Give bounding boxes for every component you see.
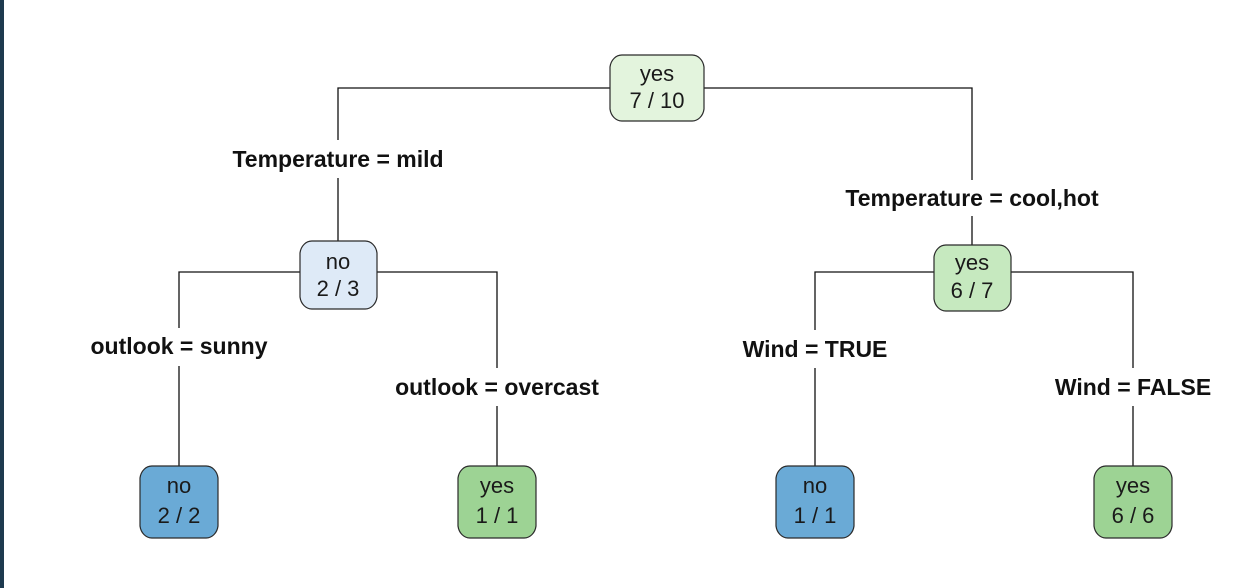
split-label-outlook-sunny: outlook = sunny <box>91 333 268 359</box>
leaf-windfalse-counts: 6 / 6 <box>1112 503 1155 528</box>
leaf-wind-false: yes 6 / 6 <box>1093 465 1173 539</box>
split-label-wind-true: Wind = TRUE <box>743 336 888 362</box>
leaf-windtrue-shape <box>775 465 855 539</box>
leaf-sunny-shape <box>139 465 219 539</box>
window-left-border <box>0 0 4 588</box>
leaf-windfalse-class: yes <box>1116 473 1150 498</box>
node-root-counts: 7 / 10 <box>629 88 684 113</box>
leaf-windtrue-counts: 1 / 1 <box>794 503 837 528</box>
node-root: yes 7 / 10 <box>609 54 705 122</box>
node-mild-class: no <box>326 249 350 274</box>
split-label-wind-false: Wind = FALSE <box>1055 374 1211 400</box>
split-label-temperature-coolhot: Temperature = cool,hot <box>845 185 1099 211</box>
tree-nodes: yes 7 / 10 no 2 / 3 yes 6 / 7 no 2 / 2 <box>139 54 1173 539</box>
node-root-class: yes <box>640 61 674 86</box>
node-coolhot-counts: 6 / 7 <box>951 278 994 303</box>
split-labels: Temperature = mild Temperature = cool,ho… <box>66 140 1232 406</box>
edge-mild-sunny <box>178 271 300 466</box>
edge-root-coolhot <box>704 87 973 245</box>
node-mild-counts: 2 / 3 <box>317 276 360 301</box>
leaf-outlook-sunny: no 2 / 2 <box>139 465 219 539</box>
leaf-sunny-counts: 2 / 2 <box>158 503 201 528</box>
edge-coolhot-windtrue <box>814 271 934 466</box>
split-label-outlook-overcast: outlook = overcast <box>395 374 599 400</box>
node-coolhot-class: yes <box>955 250 989 275</box>
leaf-overcast-counts: 1 / 1 <box>476 503 519 528</box>
split-label-temperature-mild: Temperature = mild <box>232 146 443 172</box>
leaf-sunny-class: no <box>167 473 191 498</box>
node-root-shape <box>609 54 705 122</box>
node-coolhot-shape <box>933 244 1012 312</box>
node-temperature-mild: no 2 / 3 <box>299 240 378 310</box>
node-mild-shape <box>299 240 378 310</box>
leaf-outlook-overcast: yes 1 / 1 <box>457 465 537 539</box>
leaf-windfalse-shape <box>1093 465 1173 539</box>
leaf-overcast-shape <box>457 465 537 539</box>
node-temperature-coolhot: yes 6 / 7 <box>933 244 1012 312</box>
leaf-overcast-class: yes <box>480 473 514 498</box>
leaf-windtrue-class: no <box>803 473 827 498</box>
leaf-wind-true: no 1 / 1 <box>775 465 855 539</box>
